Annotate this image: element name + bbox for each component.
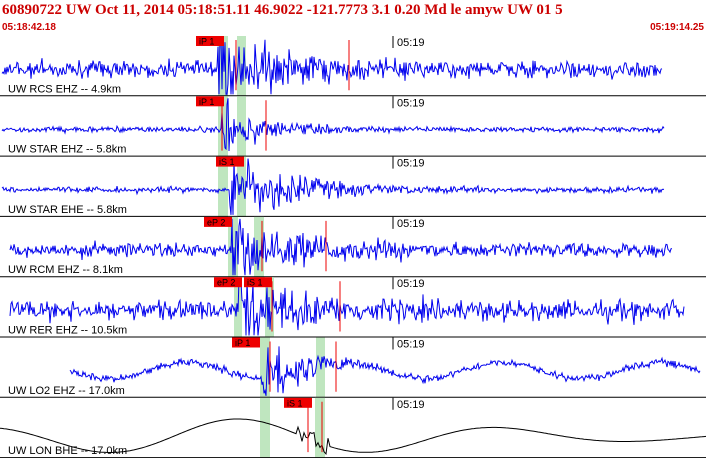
time-end-label: 05:19:14.25 <box>650 22 704 33</box>
waveform <box>1 37 663 95</box>
trace-panel: 05:19 iS 1 UW LON BHE -- 17.0km <box>0 397 706 458</box>
station-label: UW LO2 EHZ -- 17.0km <box>8 385 125 397</box>
time-tick-label: 05:19 <box>397 37 425 49</box>
time-tick-label: 05:19 <box>397 158 425 170</box>
trace-panel: 05:19 iP 1 UW RCS EHZ -- 4.9km <box>0 36 706 97</box>
pick-flag[interactable] <box>196 36 224 46</box>
pick-label: iP 1 <box>235 338 250 348</box>
pick-flag[interactable] <box>216 156 244 167</box>
station-label: UW STAR EHE -- 5.8km <box>8 204 127 216</box>
station-label: UW RCS EHZ -- 4.9km <box>8 83 121 95</box>
pick-label: eP 2 <box>207 217 225 227</box>
waveform <box>9 278 685 336</box>
pick-window <box>254 216 264 278</box>
trace-panel: 05:19 eP 2 iS 1 UW RER EHZ -- 10.5km <box>0 277 706 338</box>
waveform <box>1 98 665 152</box>
time-tick-label: 05:19 <box>397 278 425 290</box>
time-tick-label: 05:19 <box>397 339 425 351</box>
pick-flag[interactable] <box>214 277 242 288</box>
trace-panel: 05:19 iP 1 UW LO2 EHZ -- 17.0km <box>0 337 706 398</box>
trace-panel: 05:19 eP 2 UW RCM EHZ -- 8.1km <box>0 216 706 278</box>
pick-window <box>260 397 270 458</box>
pick-flag[interactable] <box>204 216 232 227</box>
pick-label: iS 1 <box>287 398 303 408</box>
station-label: UW STAR EHZ -- 5.8km <box>8 144 126 156</box>
pick-label: iP 1 <box>199 97 214 107</box>
pick-label: iS 1 <box>219 157 235 167</box>
time-start-label: 05:18:42.18 <box>2 22 56 33</box>
trace-panel: 05:19 iP 1 UW STAR EHZ -- 5.8km <box>0 96 706 157</box>
station-label: UW RCM EHZ -- 8.1km <box>8 264 123 276</box>
waveform <box>1 158 665 215</box>
time-tick-label: 05:19 <box>397 97 425 109</box>
pick-window <box>260 337 270 398</box>
station-label: UW RER EHZ -- 10.5km <box>8 325 127 337</box>
waveform <box>9 218 673 276</box>
time-tick-label: 05:19 <box>397 218 425 230</box>
pick-window <box>237 96 246 157</box>
waveform <box>69 346 701 396</box>
pick-flag[interactable] <box>244 277 272 288</box>
pick-window <box>315 397 325 458</box>
waveform <box>0 418 706 456</box>
station-label: UW LON BHE -- 17.0km <box>8 445 127 457</box>
trace-panel: 05:19 iS 1 UW STAR EHE -- 5.8km <box>0 156 706 217</box>
pick-window <box>218 156 228 217</box>
pick-flag[interactable] <box>196 96 224 107</box>
time-tick-label: 05:19 <box>397 399 425 411</box>
pick-window <box>218 36 228 97</box>
pick-flag[interactable] <box>232 337 260 348</box>
pick-label: iS 1 <box>247 278 263 288</box>
pick-label: eP 2 <box>217 278 235 288</box>
pick-label: iP 1 <box>199 37 214 47</box>
pick-flag[interactable] <box>284 397 312 408</box>
event-header: 60890722 UW Oct 11, 2014 05:18:51.11 46.… <box>2 2 563 18</box>
